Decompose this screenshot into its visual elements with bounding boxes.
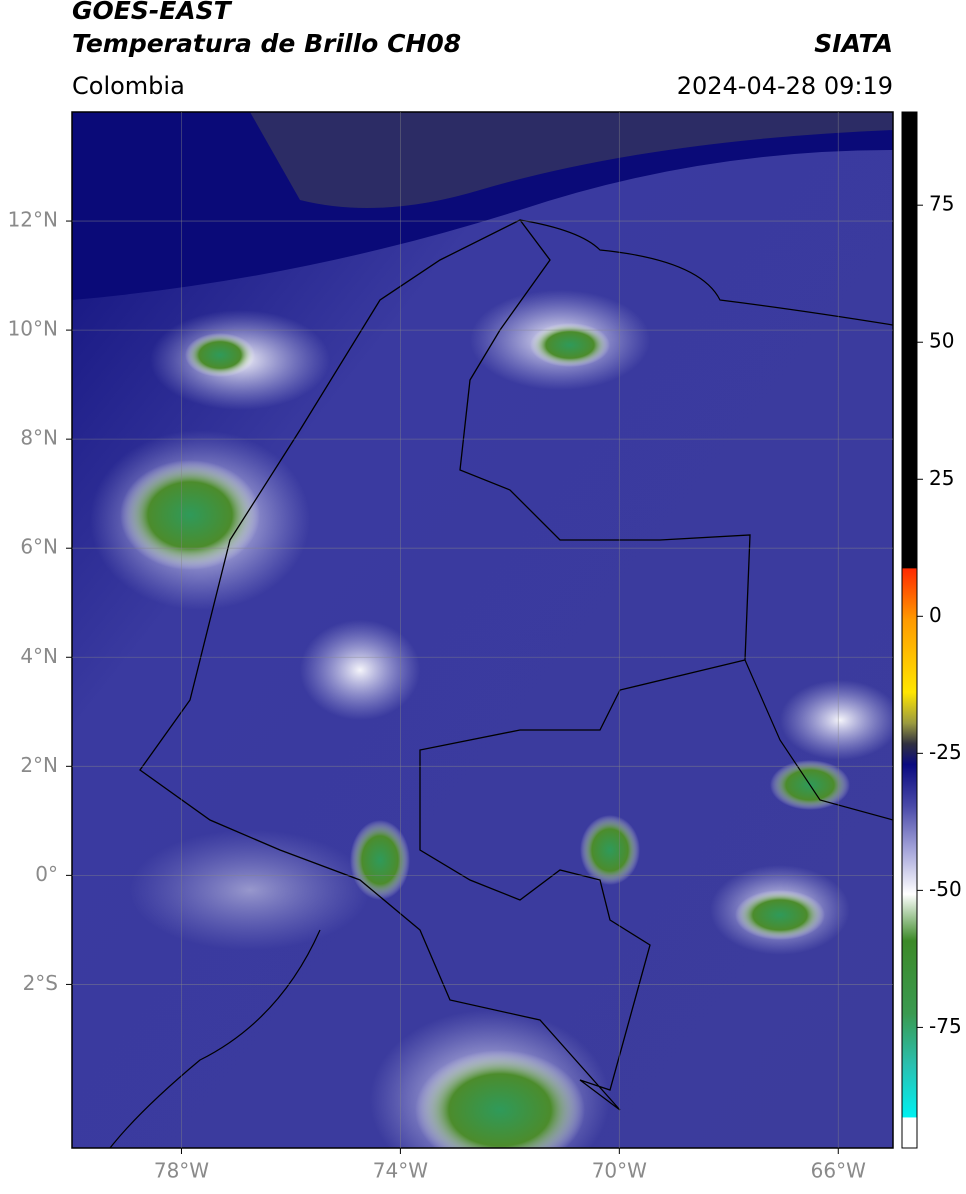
colorbar-tick-label: -75 (929, 1014, 962, 1038)
colorbar-tick-label: 50 (929, 329, 954, 353)
y-tick-label: 2°N (20, 753, 58, 777)
y-tick-label: 4°N (20, 644, 58, 668)
x-tick-label: 78°W (154, 1159, 209, 1183)
region: Colombia (72, 72, 185, 100)
y-tick-label: 0° (35, 862, 58, 886)
satellite-image (72, 112, 893, 1148)
subtitle: Temperatura de Brillo CH08 (72, 29, 461, 58)
title: GOES-EAST (72, 0, 233, 25)
x-tick-label: 66°W (811, 1159, 866, 1183)
colorbar-tick-label: 75 (929, 192, 954, 216)
datetime: 2024-04-28 09:19 (677, 72, 893, 100)
y-tick-label: 8°N (20, 426, 58, 450)
source: SIATA (814, 29, 893, 58)
y-tick-label: 10°N (8, 317, 58, 341)
colorbar-tick-label: 25 (929, 466, 954, 490)
colorbar (901, 111, 918, 1149)
header: GOES-EAST Temperatura de Brillo CH08 SIA… (72, 0, 893, 100)
y-tick-label: 6°N (20, 535, 58, 559)
y-tick-label: 12°N (8, 208, 58, 232)
colorbar-tick-label: -25 (929, 740, 962, 764)
map-frame (71, 111, 894, 1149)
colorbar-tick-label: -50 (929, 877, 962, 901)
y-tick-label: 2°S (23, 971, 58, 995)
colorbar-tick-label: 0 (929, 603, 942, 627)
x-tick-label: 74°W (373, 1159, 428, 1183)
x-tick-label: 70°W (592, 1159, 647, 1183)
